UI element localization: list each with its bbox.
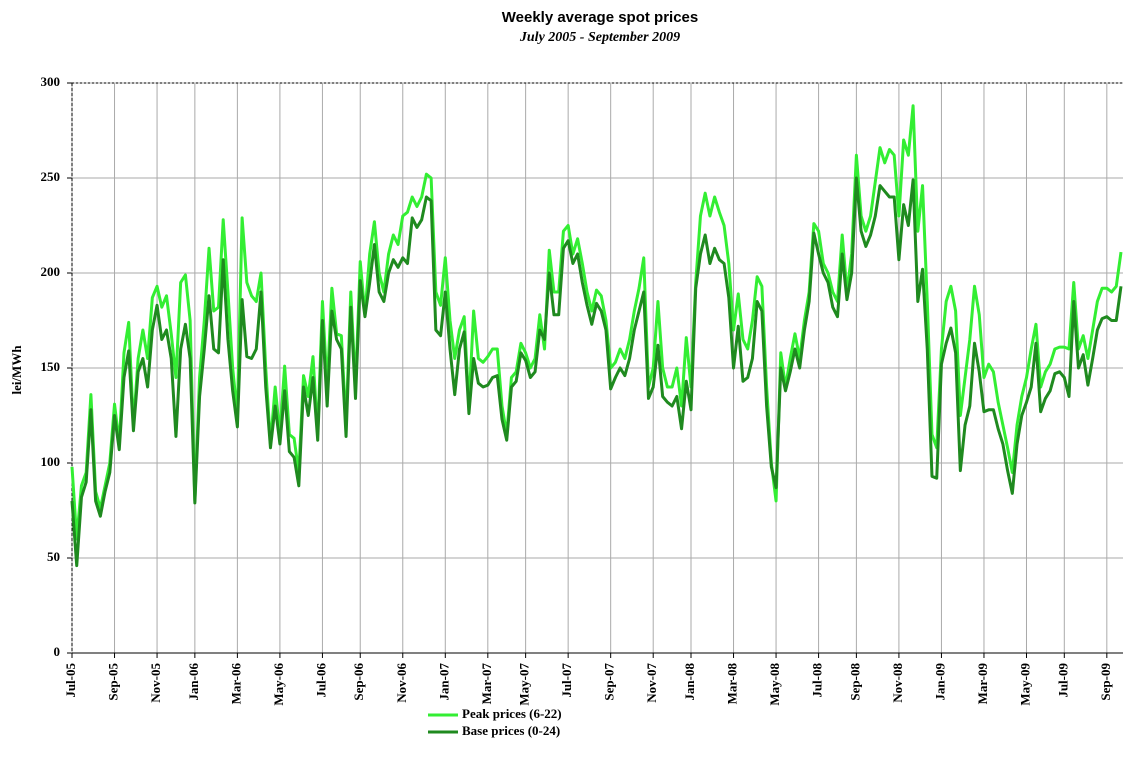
x-tick-label: Sep-09	[1098, 663, 1113, 701]
x-tick-label: Jan-09	[932, 663, 947, 701]
x-tick-label: Jul-06	[313, 663, 328, 698]
y-tick-label: 50	[47, 549, 60, 564]
x-tick-label: Nov-05	[148, 663, 163, 703]
y-tick-label: 300	[41, 74, 61, 89]
legend-label: Peak prices (6-22)	[462, 706, 562, 721]
x-tick-label: Nov-06	[394, 663, 409, 703]
x-tick-label: Jul-07	[559, 663, 574, 698]
chart-subtitle: July 2005 - September 2009	[519, 30, 680, 45]
x-tick-label: Nov-08	[890, 663, 905, 703]
x-tick-label: May-06	[271, 663, 286, 706]
x-tick-label: Jul-08	[810, 663, 825, 698]
x-tick-label: Nov-07	[644, 663, 659, 703]
y-tick-label: 150	[41, 359, 61, 374]
x-tick-label: Sep-07	[602, 663, 617, 701]
x-tick-label: Sep-05	[106, 663, 121, 701]
y-axis-label: lei/MWh	[9, 345, 24, 395]
x-tick-label: May-09	[1017, 663, 1032, 706]
y-tick-label: 0	[54, 644, 61, 659]
x-tick-label: Jul-05	[63, 663, 78, 698]
chart-title: Weekly average spot prices	[502, 9, 699, 26]
x-tick-label: Mar-06	[228, 663, 243, 705]
x-tick-label: Jan-07	[436, 663, 451, 701]
y-tick-label: 200	[41, 264, 61, 279]
x-tick-label: May-07	[517, 663, 532, 706]
x-tick-label: Jan-08	[682, 663, 697, 701]
x-tick-label: Sep-08	[847, 663, 862, 701]
x-tick-label: Sep-06	[351, 663, 366, 701]
x-tick-label: Jan-06	[186, 663, 201, 701]
series-line	[70, 176, 1123, 568]
y-tick-label: 100	[41, 454, 61, 469]
x-tick-label: Mar-09	[975, 663, 990, 705]
legend-label: Base prices (0-24)	[462, 723, 560, 738]
y-tick-label: 250	[41, 169, 61, 184]
x-tick-label: May-08	[767, 663, 782, 706]
x-tick-label: Jul-09	[1055, 663, 1070, 698]
x-tick-label: Mar-07	[479, 663, 494, 705]
x-tick-label: Mar-08	[725, 663, 740, 705]
series-line	[70, 104, 1123, 541]
